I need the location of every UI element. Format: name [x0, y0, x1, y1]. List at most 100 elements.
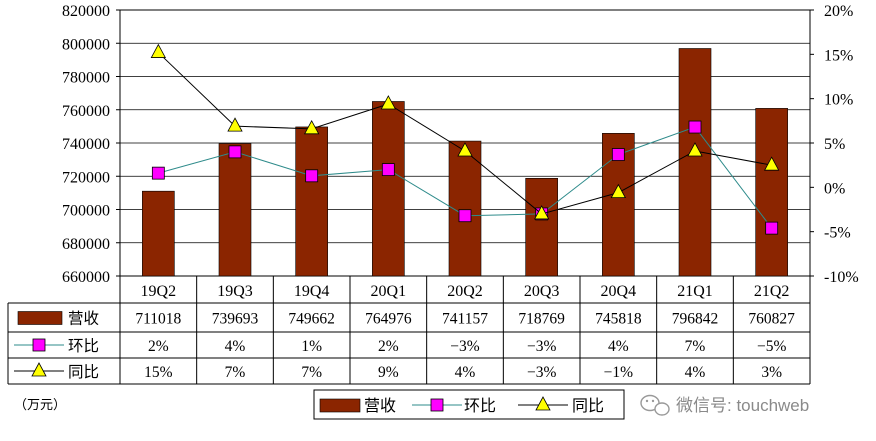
bar-19Q4	[295, 126, 328, 277]
category-label: 20Q3	[524, 283, 560, 300]
data-cell: 745818	[595, 311, 642, 328]
data-cell: 2%	[148, 338, 169, 355]
left-tick-label: 660000	[62, 269, 110, 286]
bar-19Q2	[142, 190, 175, 277]
data-cell: 2%	[378, 338, 399, 355]
data-cell: 711018	[135, 311, 181, 328]
watermark: 微信号: touchweb	[640, 394, 809, 416]
yoy-point-21Q2	[763, 156, 780, 171]
category-label: 20Q4	[601, 283, 637, 300]
right-tick-label: -5%	[824, 225, 851, 242]
category-label: 19Q4	[294, 283, 330, 300]
category-label: 19Q3	[217, 283, 253, 300]
bar-20Q4	[602, 133, 635, 277]
bar-series	[142, 48, 788, 277]
data-cell: 764976	[365, 311, 412, 328]
data-cell: −3%	[450, 338, 479, 355]
data-cell: 4%	[608, 338, 629, 355]
category-label: 20Q1	[371, 283, 407, 300]
data-cell: 749662	[288, 311, 335, 328]
watermark-text: 微信号: touchweb	[676, 396, 809, 415]
yoy-point-20Q4	[610, 183, 627, 199]
data-cell: 3%	[761, 364, 782, 381]
mom-point-20Q4	[611, 148, 625, 161]
bar-20Q1	[372, 101, 405, 277]
legend: 营收 环比 同比	[313, 389, 625, 420]
data-cell: 796842	[672, 311, 719, 328]
mom-point-21Q1	[688, 120, 702, 134]
bar-19Q3	[218, 143, 252, 277]
left-tick-label: 820000	[62, 3, 110, 20]
data-table: 19Q2 19Q3 19Q4 20Q1 20Q2 20Q3 20Q4 21Q1 21Q2 7110…	[7, 276, 811, 385]
bar-20Q3	[525, 177, 558, 277]
data-cell: 1%	[301, 338, 322, 355]
data-cell: 4%	[685, 364, 706, 381]
bar-21Q1	[678, 48, 712, 277]
category-label: 21Q1	[677, 283, 713, 300]
left-tick-label: 720000	[62, 169, 110, 186]
right-tick-label: 5%	[824, 136, 845, 153]
legend-box	[313, 389, 625, 420]
mom-point-21Q2	[765, 221, 779, 235]
mom-point-20Q2	[458, 209, 472, 223]
data-cell: 7%	[225, 364, 246, 381]
row-header-label: 营收	[68, 310, 99, 328]
data-cell: 718769	[518, 311, 565, 328]
row-header-label: 环比	[68, 337, 99, 355]
left-axis-ticks: 660000 680000 700000 720000 740000 760000 7800…	[62, 3, 120, 286]
legend-key-bar	[319, 398, 361, 413]
data-cell: −3%	[527, 364, 556, 381]
legend-label: 营收	[364, 397, 396, 415]
data-cell: 9%	[378, 364, 399, 381]
right-axis-ticks: -10% -5% 0% 5% 10% 15% 20%	[810, 3, 859, 286]
data-cell: 760827	[748, 311, 795, 328]
bar-21Q2	[755, 108, 788, 277]
row-key-bar	[17, 311, 63, 325]
wechat-icon	[640, 394, 670, 416]
mom-point-20Q1	[381, 163, 395, 177]
mom-point-19Q2	[151, 166, 165, 180]
legend-label: 同比	[572, 397, 604, 415]
left-tick-label: 680000	[62, 236, 110, 253]
right-tick-label: 10%	[824, 92, 853, 109]
right-tick-label: 20%	[824, 3, 853, 20]
legend-key-marker	[430, 398, 444, 412]
data-cell: −5%	[757, 338, 786, 355]
mom-point-19Q4	[305, 169, 319, 183]
data-cell: −1%	[604, 364, 633, 381]
legend-key-marker	[535, 396, 551, 411]
yoy-point-19Q3	[227, 117, 243, 132]
yoy-point-20Q1	[380, 95, 397, 110]
yoy-point-19Q2	[150, 43, 167, 58]
yoy-point-21Q1	[687, 142, 703, 157]
unit-label: （万元）	[14, 397, 66, 412]
data-cell: 739693	[212, 311, 259, 328]
right-tick-label: 0%	[824, 180, 845, 197]
bar-20Q2	[448, 140, 482, 277]
right-tick-label: -10%	[824, 269, 859, 286]
row-key-marker	[32, 338, 46, 352]
line-series	[150, 43, 780, 235]
left-tick-label: 780000	[62, 70, 110, 87]
yoy-point-20Q3	[533, 205, 550, 220]
left-tick-label: 740000	[62, 136, 110, 153]
yoy-point-19Q4	[303, 119, 320, 135]
data-cell: 7%	[685, 338, 706, 355]
right-tick-label: 15%	[824, 47, 853, 64]
left-tick-label: 700000	[62, 203, 110, 220]
data-cell: 7%	[301, 364, 322, 381]
row-key-marker	[31, 362, 47, 377]
data-cell: 4%	[455, 364, 476, 381]
left-tick-label: 760000	[62, 103, 110, 120]
legend-label: 环比	[464, 397, 496, 415]
left-tick-label: 800000	[62, 36, 110, 53]
data-cell: 741157	[442, 311, 488, 328]
row-header-label: 同比	[68, 363, 99, 381]
category-label: 20Q2	[447, 283, 483, 300]
data-cell: 15%	[144, 364, 173, 381]
yoy-point-20Q2	[457, 142, 473, 157]
category-label: 19Q2	[141, 283, 177, 300]
category-label: 21Q2	[754, 283, 790, 300]
data-cell: 4%	[225, 338, 246, 355]
